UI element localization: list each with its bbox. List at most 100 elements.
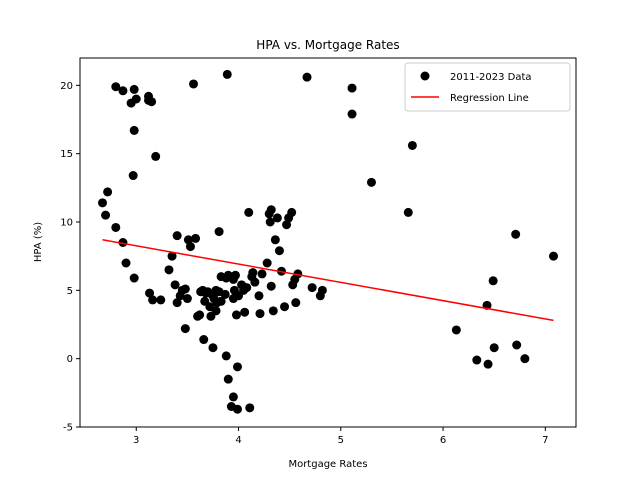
data-point <box>183 235 193 245</box>
data-point <box>291 298 301 308</box>
plot-frame <box>79 57 577 428</box>
data-point <box>257 269 267 279</box>
legend: 2011-2023 Data Regression Line <box>404 62 571 112</box>
data-point <box>307 283 317 293</box>
chart-title: HPA vs. Mortgage Rates <box>256 38 399 52</box>
data-point <box>180 284 190 294</box>
data-point <box>191 233 201 243</box>
data-point <box>232 362 242 372</box>
data-point <box>131 94 141 104</box>
legend-box <box>404 62 571 112</box>
data-point <box>199 335 209 345</box>
data-point <box>228 392 238 402</box>
x-tick-label: 6 <box>440 435 446 446</box>
data-point <box>366 177 376 187</box>
data-point <box>302 72 312 82</box>
data-point <box>245 403 255 413</box>
y-tick-label: 15 <box>60 149 73 160</box>
y-axis-label: HPA (%) <box>33 222 44 262</box>
data-point <box>407 140 417 150</box>
y-axis: -5 0 5 10 15 20 <box>60 81 80 434</box>
data-point <box>266 281 276 291</box>
data-point <box>208 343 218 353</box>
data-point <box>265 217 275 227</box>
data-point <box>287 207 297 217</box>
data-point <box>101 210 111 220</box>
data-point <box>172 231 182 241</box>
data-point <box>156 295 166 305</box>
data-point <box>221 351 231 361</box>
data-point <box>472 355 482 365</box>
data-point <box>118 238 128 247</box>
data-point <box>151 151 161 161</box>
data-point <box>280 302 290 312</box>
data-point <box>129 84 139 94</box>
data-point <box>195 310 205 320</box>
data-point <box>128 171 138 181</box>
data-point <box>111 222 121 232</box>
regression-line <box>102 239 554 322</box>
x-tick-label: 3 <box>133 435 139 446</box>
legend-scatter-marker <box>420 71 430 81</box>
data-point <box>266 205 276 215</box>
data-point <box>185 242 195 252</box>
x-tick-label: 4 <box>235 435 241 446</box>
data-point <box>240 307 250 317</box>
data-point <box>129 125 139 135</box>
data-point <box>214 227 224 237</box>
data-point <box>248 268 258 278</box>
data-point <box>103 187 113 197</box>
data-point <box>147 97 157 107</box>
data-point <box>220 289 230 299</box>
x-tick-label: 7 <box>542 435 548 446</box>
data-point <box>242 283 252 293</box>
legend-label-regression: Regression Line <box>450 93 529 104</box>
data-point <box>172 298 182 308</box>
data-point <box>111 82 121 92</box>
data-point <box>511 229 521 239</box>
data-point <box>483 359 493 369</box>
data-point <box>230 270 240 280</box>
y-tick-label: 20 <box>60 81 73 92</box>
data-point <box>145 288 155 298</box>
data-point <box>170 280 180 290</box>
data-point <box>488 276 498 286</box>
data-point <box>244 207 254 217</box>
y-tick-label: 5 <box>67 286 73 297</box>
data-point <box>250 277 260 287</box>
data-point <box>274 246 284 256</box>
data-point <box>254 291 264 301</box>
data-point <box>118 86 128 96</box>
data-point <box>232 404 242 414</box>
x-tick-label: 5 <box>338 435 344 446</box>
data-point <box>549 251 559 261</box>
data-point <box>282 220 292 230</box>
data-point <box>182 294 192 304</box>
y-tick-label: -5 <box>63 423 73 434</box>
y-tick-label: 10 <box>60 218 73 229</box>
data-point <box>347 109 357 119</box>
data-point <box>489 343 499 353</box>
plot-area <box>97 69 559 414</box>
data-point <box>451 325 461 335</box>
data-point <box>121 258 131 268</box>
data-point <box>222 69 232 79</box>
x-axis-label: Mortgage Rates <box>288 459 367 470</box>
data-point <box>216 296 226 306</box>
data-point <box>403 207 413 217</box>
data-point <box>97 198 107 208</box>
data-point <box>129 273 139 283</box>
data-point <box>270 235 280 245</box>
data-point <box>223 374 233 384</box>
data-point <box>167 251 177 261</box>
data-point <box>347 83 357 93</box>
data-point <box>262 258 272 268</box>
data-point <box>272 213 282 223</box>
y-tick-label: 0 <box>67 354 73 365</box>
data-point <box>520 354 530 364</box>
x-axis: 3 4 5 6 7 <box>133 427 549 446</box>
data-point <box>317 285 327 295</box>
data-point <box>211 306 221 316</box>
data-point <box>512 340 522 350</box>
